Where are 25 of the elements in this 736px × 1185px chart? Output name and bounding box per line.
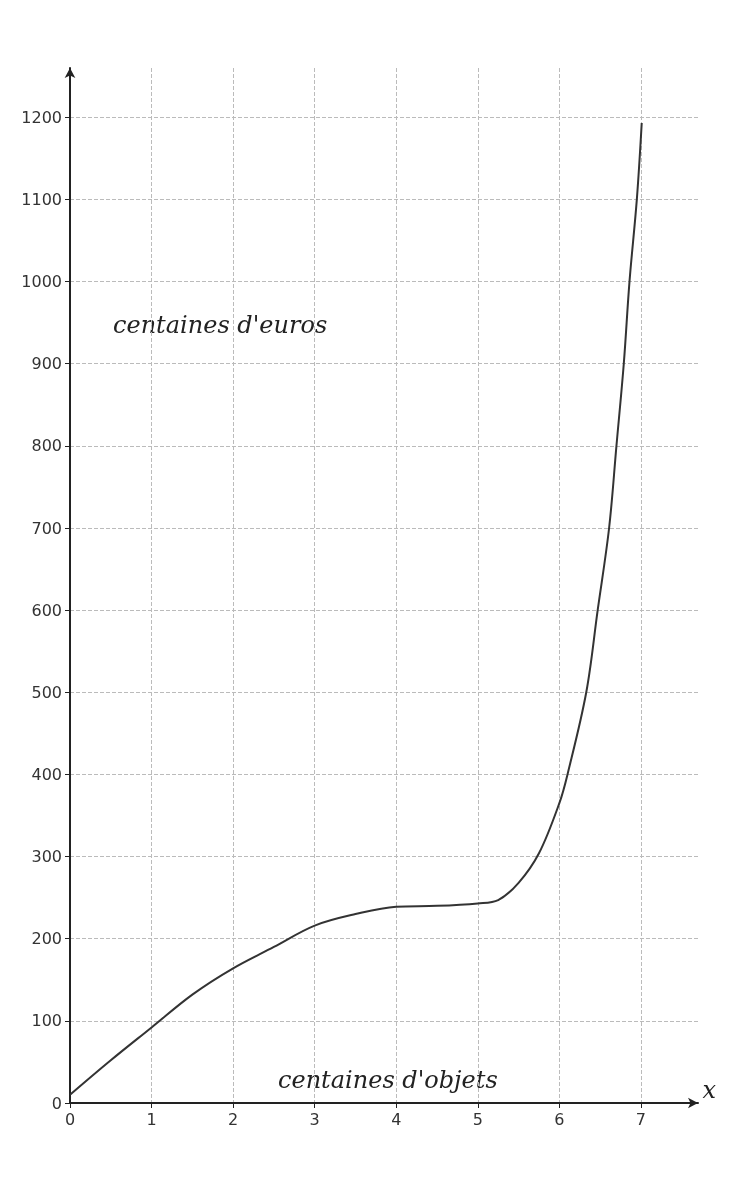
text: x	[702, 1076, 717, 1104]
y-tick-label: 1200	[21, 107, 62, 127]
y-tick-label: 500	[31, 682, 62, 702]
x-tick-label: 4	[391, 1109, 402, 1129]
x-tick-label: 1	[146, 1109, 157, 1129]
x-tick-label: 3	[309, 1109, 320, 1129]
x-tick-label: 2	[228, 1109, 239, 1129]
y-tick-label: 600	[31, 600, 62, 620]
y-tick-label: 400	[31, 764, 62, 784]
x-tick-label: 6	[554, 1109, 565, 1129]
y-tick-label: 200	[31, 929, 62, 949]
y-tick-label: 100	[31, 1011, 62, 1031]
x-tick-label: 5	[472, 1109, 483, 1129]
x-tick-label: 0	[64, 1109, 76, 1129]
line-series	[69, 122, 643, 1096]
y-tick-label: 800	[31, 436, 62, 456]
y-axis-title: centaines d'euros	[113, 311, 328, 339]
x-axis-title: centaines d'objets	[278, 1066, 498, 1094]
y-tick-label: 700	[31, 518, 62, 538]
y-tick-label: 900	[31, 354, 62, 374]
y-tick-label: 0	[51, 1093, 62, 1113]
x-tick-label: 7	[635, 1109, 646, 1129]
y-tick-label: 1100	[21, 189, 62, 209]
y-tick-label: 1000	[21, 272, 62, 292]
y-tick-label: 300	[31, 847, 62, 867]
